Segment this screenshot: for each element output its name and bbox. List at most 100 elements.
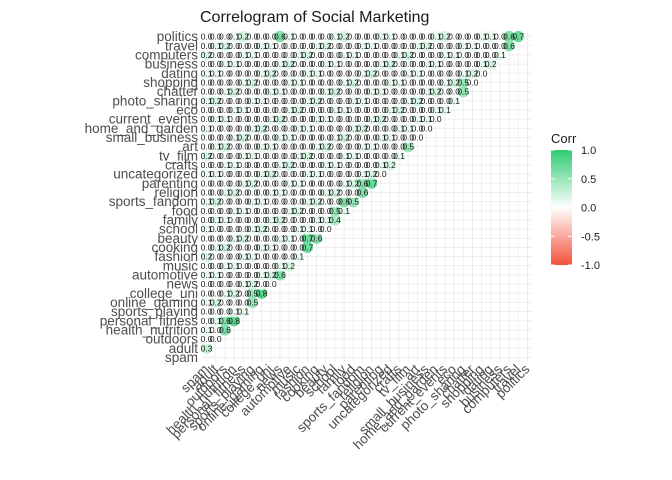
corr-label-photo_sharing-art: 0.2 — [412, 96, 424, 106]
corr-label-crafts-food: 0.0 — [347, 160, 359, 170]
corr-cell-sports_fandom-school — [329, 195, 341, 208]
corr-label-fashion-adult: 0.0 — [210, 252, 222, 262]
corr-label-computers-small_business: 0.0 — [421, 50, 433, 60]
corr-label-crafts-college_uni: 0.0 — [265, 160, 277, 170]
corr-label-chatter-current_events: 0.0 — [439, 87, 451, 97]
corr-cell-religion-beauty — [320, 186, 332, 199]
corr-cell-business-eco — [448, 58, 460, 70]
corr-label-eco-automotive: 0.1 — [283, 105, 295, 115]
corr-cell-travel-crafts — [393, 40, 405, 52]
corr-cell-photo_sharing-automotive — [283, 95, 295, 107]
corr-cell-home_and_garden-personal_fitness — [237, 122, 249, 134]
corr-label-travel-current_events: 0.0 — [439, 41, 451, 51]
corr-cell-politics-shopping — [475, 30, 488, 43]
corr-label-art-sports_playing: 0.0 — [247, 142, 259, 152]
corr-label-parenting-outdoors: 0.0 — [219, 178, 231, 188]
corr-cell-current_events-home_and_garden — [430, 113, 442, 125]
corr-label-uncategorized-music: 0.0 — [292, 169, 304, 179]
corr-label-automotive-college_uni: 0.2 — [265, 270, 277, 280]
corr-cell-art-sports_fandom — [356, 140, 369, 153]
corr-label-shopping-sports_playing: 0.2 — [247, 77, 259, 87]
corr-label-food-automotive: 0.1 — [283, 206, 295, 216]
corr-label-small_business-art: 0.0 — [412, 132, 424, 142]
corr-cell-travel-music — [292, 40, 304, 52]
corr-cell-crafts-online_gaming — [255, 159, 268, 171]
corr-cell-crafts-beauty — [320, 159, 332, 171]
corr-label-business-online_gaming: 0.0 — [256, 59, 268, 69]
corr-cell-eco-uncategorized — [384, 104, 396, 116]
corr-label-crafts-uncategorized: 0.2 — [384, 160, 396, 170]
corr-label-dating-beauty: 0.0 — [320, 68, 332, 78]
corr-cell-eco-beauty — [320, 104, 332, 116]
y-tick-current_events: current_events — [109, 112, 199, 127]
corr-label-sports_fandom-sports_playing: 0.1 — [247, 197, 259, 207]
corr-label-politics-college_uni: 0.0 — [265, 32, 277, 42]
corr-cell-online_gaming-health_nutrition — [228, 296, 240, 309]
corr-cell-cooking-online_gaming — [255, 241, 268, 254]
corr-label-computers-outdoors: 0.0 — [219, 50, 231, 60]
corr-label-tv_film-college_uni: 0.0 — [265, 151, 277, 161]
corr-cell-chatter-automotive — [283, 85, 295, 98]
corr-cell-politics-computers — [503, 30, 515, 43]
corr-cell-travel-online_gaming — [255, 40, 268, 52]
corr-cell-food-personal_fitness — [237, 205, 249, 217]
corr-cell-shopping-home_and_garden — [430, 76, 442, 89]
corr-cell-travel-family — [338, 40, 350, 52]
corr-label-crafts-news: 0.1 — [274, 160, 286, 170]
corr-label-eco-art: 0.0 — [412, 105, 424, 115]
corr-cell-chatter-beauty — [320, 85, 332, 98]
corr-label-photo_sharing-adult: 0.2 — [210, 96, 222, 106]
corr-cell-dating-family — [338, 67, 350, 79]
corr-label-art-online_gaming: 0.1 — [256, 142, 268, 152]
corr-label-shopping-small_business: 0.0 — [421, 77, 433, 87]
corr-label-food-online_gaming: 0.0 — [256, 206, 268, 216]
corr-cell-small_business-beauty — [320, 131, 332, 144]
corr-cell-photo_sharing-news — [274, 95, 286, 107]
corr-label-cooking-news: 0.0 — [274, 242, 286, 252]
corr-cell-religion-health_nutrition — [228, 186, 240, 199]
corr-label-dating-parenting: 0.0 — [375, 68, 387, 78]
corr-label-art-automotive: 0.0 — [283, 142, 295, 152]
corr-cell-home_and_garden-cooking — [310, 122, 323, 134]
corr-cell-eco-fashion — [301, 104, 314, 116]
corr-label-food-personal_fitness: 0.1 — [237, 206, 249, 216]
corr-cell-eco-art — [411, 104, 424, 116]
corr-cell-politics-college_uni — [265, 30, 277, 43]
corr-label-school-college_uni: 0.0 — [265, 224, 277, 234]
corr-cell-parenting-news — [274, 177, 286, 189]
corr-label-crafts-online_gaming: 0.0 — [256, 160, 268, 170]
corr-label-crafts-beauty: 0.1 — [320, 160, 332, 170]
corr-cell-chatter-uncategorized — [384, 85, 396, 98]
corr-cell-beauty-online_gaming — [255, 232, 268, 244]
corr-label-religion-school: 0.2 — [329, 187, 341, 197]
corr-cell-photo_sharing-sports_fandom — [356, 95, 369, 107]
corr-cell-music-spam — [200, 260, 213, 272]
corr-label-school-cooking: 0.0 — [311, 224, 323, 234]
corr-cell-politics-family — [338, 30, 350, 43]
corr-cell-shopping-photo_sharing — [457, 76, 469, 89]
corr-label-eco-small_business: 0.0 — [421, 105, 433, 115]
corr-label-current_events-tv_film: 0.0 — [402, 114, 414, 124]
corr-cell-dating-college_uni — [265, 67, 277, 79]
corr-label-business-beauty: 0.1 — [320, 59, 332, 69]
corr-label-business-fashion: 0.0 — [302, 59, 314, 69]
corr-cell-computers-cooking — [310, 49, 323, 61]
corr-cell-sports_fandom-cooking — [310, 195, 323, 208]
corr-cell-parenting-online_gaming — [255, 177, 268, 189]
corr-label-parenting-automotive: 0.1 — [283, 178, 295, 188]
corr-label-religion-cooking: 0.0 — [311, 187, 323, 197]
corr-cell-travel-news — [274, 40, 286, 52]
y-tick-food: food — [172, 203, 198, 218]
corr-label-chatter-parenting: 0.1 — [375, 87, 387, 97]
corr-cell-computers-spam — [200, 49, 213, 61]
corr-cell-business-spam — [200, 58, 213, 70]
corr-cell-chatter-sports_fandom — [356, 85, 369, 98]
y-tick-school: school — [159, 222, 198, 237]
corr-cell-crafts-sports_fandom — [356, 159, 369, 171]
corr-cell-crafts-adult — [210, 159, 222, 171]
corr-cell-eco-current_events — [439, 104, 451, 116]
corr-cell-beauty-automotive — [283, 232, 295, 244]
corr-cell-religion-sports_fandom — [356, 186, 369, 199]
corr-label-religion-personal_fitness: 0.0 — [237, 187, 249, 197]
corr-cell-current_events-parenting — [375, 113, 387, 125]
